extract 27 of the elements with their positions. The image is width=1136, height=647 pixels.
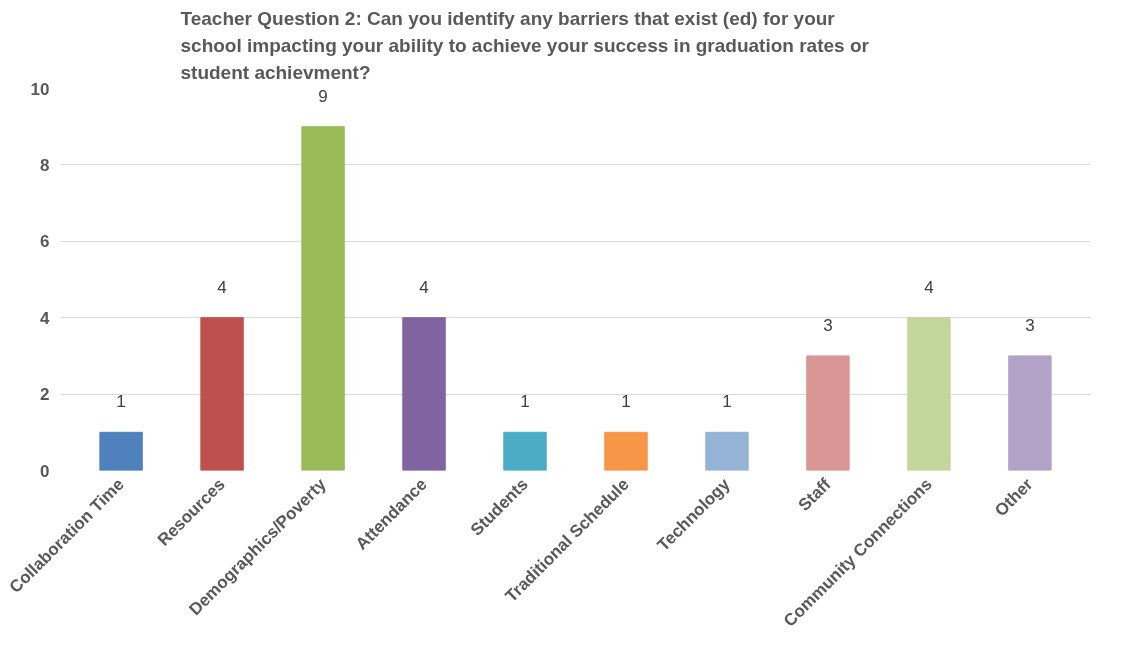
bar — [503, 431, 547, 471]
data-label: 3 — [1025, 315, 1035, 335]
bar — [301, 126, 345, 471]
chart-title: Teacher Question 2: Can you identify any barriers that exist (ed) for your school impacting your ability to achieve your success in graduation rates or student achievment? — [180, 7, 870, 84]
data-label: 1 — [116, 392, 126, 412]
bar — [705, 431, 749, 471]
data-label: 4 — [217, 277, 227, 297]
y-tick-label: 6 — [40, 232, 50, 252]
bar — [806, 355, 850, 471]
data-label: 1 — [520, 392, 530, 412]
y-tick-label: 8 — [40, 155, 50, 175]
data-label: 4 — [419, 277, 429, 297]
bar — [99, 431, 143, 471]
data-label: 1 — [621, 392, 631, 412]
data-label: 3 — [823, 315, 833, 335]
y-tick-label: 10 — [30, 79, 50, 99]
data-label: 4 — [924, 277, 934, 297]
bar — [402, 317, 446, 471]
data-label: 1 — [722, 392, 732, 412]
y-tick-label: 4 — [40, 308, 51, 328]
bar — [1008, 355, 1052, 471]
bar — [200, 317, 244, 471]
bar — [907, 317, 951, 471]
data-label: 9 — [318, 86, 328, 106]
y-tick-label: 2 — [40, 385, 50, 405]
y-tick-label: 0 — [40, 461, 50, 481]
bar — [604, 431, 648, 471]
